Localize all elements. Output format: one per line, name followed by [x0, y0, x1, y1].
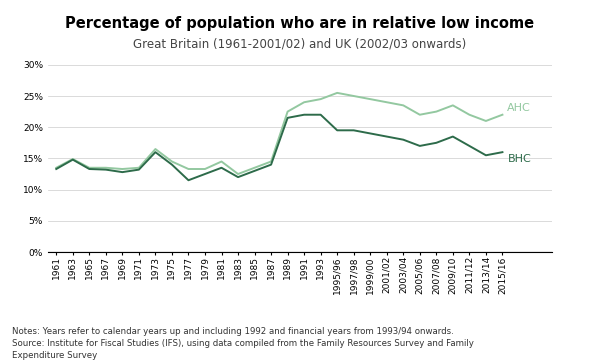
Text: BHC: BHC — [508, 154, 531, 164]
Text: AHC: AHC — [508, 103, 531, 113]
Text: Great Britain (1961-2001/02) and UK (2002/03 onwards): Great Britain (1961-2001/02) and UK (200… — [133, 38, 467, 51]
Text: Notes: Years refer to calendar years up and including 1992 and financial years f: Notes: Years refer to calendar years up … — [12, 327, 474, 360]
Text: Percentage of population who are in relative low income: Percentage of population who are in rela… — [65, 16, 535, 31]
